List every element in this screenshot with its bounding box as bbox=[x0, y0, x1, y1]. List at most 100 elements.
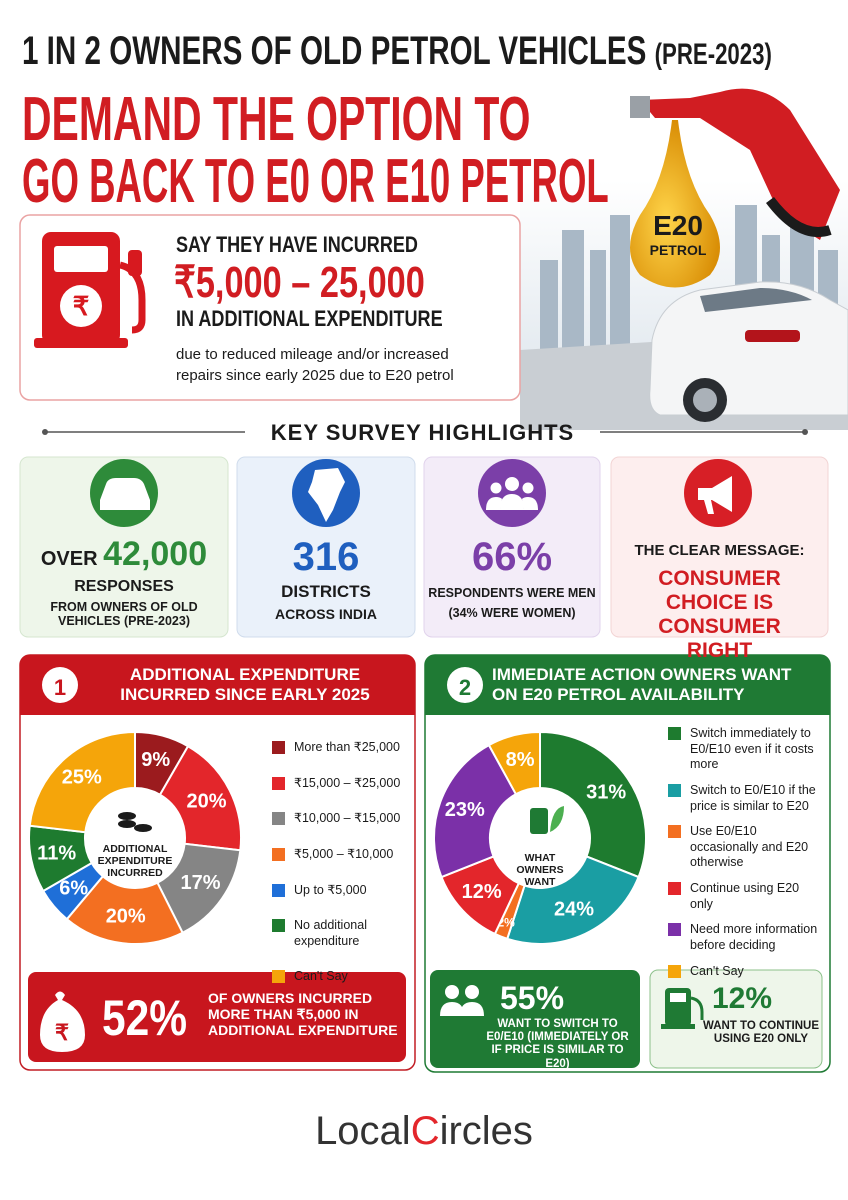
brand-logo: LocalCircles bbox=[0, 1108, 848, 1154]
center-label: WHAT OWNERS WANT bbox=[516, 852, 564, 889]
brand-b: Circles bbox=[410, 1109, 533, 1153]
legend-swatch bbox=[668, 825, 681, 839]
panel-title: ADDITIONAL EXPENDITURE INCURRED SINCE EA… bbox=[120, 665, 370, 704]
legend-swatch bbox=[668, 783, 681, 797]
card-note: FROM OWNERS OF OLD VEHICLES (PRE-2023) bbox=[50, 600, 198, 629]
card-note: ACROSS INDIA bbox=[275, 606, 377, 622]
legend-item: ₹5,000 – ₹10,000 bbox=[272, 847, 412, 863]
legend-item: ₹15,000 – ₹25,000 bbox=[272, 776, 412, 792]
legend-label: Use E0/E10 occasionally and E20 otherwis… bbox=[690, 824, 809, 870]
legend-item: Continue using E20 only bbox=[668, 881, 818, 912]
charts: 9%20%17%20%6%11%25%31%24%2%12%23%8% bbox=[28, 730, 647, 945]
expense-lead: SAY THEY HAVE INCURRED bbox=[176, 232, 418, 257]
summary-figure: 52% bbox=[102, 990, 188, 1046]
legend-label: Need more information before deciding bbox=[690, 922, 818, 952]
rupee-symbol: ₹ bbox=[55, 1020, 69, 1045]
slice-label: 24% bbox=[554, 899, 594, 921]
headline: GO BACK TO E0 OR E10 PETROL bbox=[22, 147, 609, 216]
legend: More than ₹25,000 ₹15,000 – ₹25,000 ₹10,00… bbox=[272, 740, 412, 985]
section-title: KEY SURVEY HIGHLIGHTS bbox=[270, 420, 575, 445]
legend-swatch bbox=[272, 812, 285, 826]
car bbox=[649, 281, 848, 422]
legend-item: Use E0/E10 occasionally and E20 otherwis… bbox=[668, 824, 818, 871]
legend-swatch bbox=[272, 883, 285, 897]
summary-box bbox=[649, 969, 823, 1069]
slice-label: 8% bbox=[506, 749, 535, 771]
card bbox=[610, 456, 829, 638]
slice-label: 23% bbox=[445, 799, 485, 821]
expense-amount: ₹5,000 – 25,000 bbox=[174, 258, 425, 307]
legend-item: Switch to E0/E10 if the price is similar… bbox=[668, 783, 818, 814]
legend-label: Switch to E0/E10 if the price is similar… bbox=[690, 782, 816, 813]
headline: DEMAND THE OPTION TO bbox=[22, 85, 531, 154]
legend-label: Switch immediately to E0/E10 even if it … bbox=[690, 726, 814, 772]
donut-slice bbox=[65, 874, 184, 945]
panel-header bbox=[425, 655, 830, 715]
card-prefix: OVER bbox=[40, 548, 98, 570]
donut-slice bbox=[158, 744, 242, 852]
summary-box bbox=[28, 972, 406, 1062]
divider-dot bbox=[42, 429, 48, 435]
badge-line2: PETROL bbox=[649, 242, 707, 258]
coin-icon bbox=[118, 812, 136, 820]
card-label: DISTRICTS bbox=[281, 582, 371, 601]
legend-swatch bbox=[668, 923, 681, 937]
people-icon bbox=[486, 477, 538, 510]
legend: Switch immediately to E0/E10 even if it … bbox=[668, 726, 818, 979]
summary-figure: 12% bbox=[712, 982, 773, 1015]
legend-label: Up to ₹5,000 bbox=[294, 882, 367, 897]
badge-line1: E20 bbox=[653, 210, 703, 241]
pump-screen bbox=[670, 993, 686, 1002]
people-icon bbox=[440, 985, 484, 1016]
legend-swatch bbox=[272, 919, 285, 933]
slice-label: 20% bbox=[106, 906, 146, 928]
legend-label: No additional expenditure bbox=[294, 918, 367, 948]
legend-swatch bbox=[272, 847, 285, 861]
title-main: 1 IN 2 OWNERS OF OLD PETROL VEHICLES bbox=[22, 29, 647, 73]
panel-title: IMMEDIATE ACTION OWNERS WANT ON E20 PETR… bbox=[492, 665, 792, 704]
legend-item: Can't Say bbox=[272, 969, 412, 985]
legend-label: Continue using E20 only bbox=[690, 881, 800, 911]
card-figure-row: OVER 42,000 bbox=[20, 535, 228, 574]
money-bag-icon bbox=[40, 991, 85, 1052]
legend-swatch bbox=[668, 727, 681, 740]
donut-slice bbox=[433, 743, 518, 879]
slice-label: 11% bbox=[37, 842, 76, 864]
summary-box bbox=[430, 970, 640, 1068]
fuel-drop bbox=[630, 120, 720, 288]
slice-label: 12% bbox=[462, 881, 502, 903]
expense-tail: IN ADDITIONAL EXPENDITURE bbox=[176, 306, 443, 331]
card bbox=[19, 456, 229, 638]
legend-item: Switch immediately to E0/E10 even if it … bbox=[668, 726, 818, 773]
pump-icon bbox=[34, 232, 146, 348]
legend-item: ₹10,000 – ₹15,000 bbox=[272, 811, 412, 827]
legend-item: No additional expenditure bbox=[272, 918, 412, 949]
donut-slice bbox=[487, 730, 541, 796]
card bbox=[423, 456, 601, 638]
legend-label: Can't Say bbox=[294, 969, 348, 984]
number-circle bbox=[447, 667, 483, 703]
expense-note: due to reduced mileage and/or increased … bbox=[176, 346, 454, 384]
legend-item: Need more information before deciding bbox=[668, 922, 818, 953]
card-note: (34% WERE WOMEN) bbox=[448, 606, 576, 620]
fuel-nozzle bbox=[630, 88, 840, 240]
donut-slice bbox=[28, 730, 136, 834]
card-message: CONSUMER CHOICE IS CONSUMER RIGHT bbox=[658, 567, 781, 663]
summary-text: WANT TO CONTINUE USING E20 ONLY bbox=[702, 1020, 820, 1046]
legend-item: Up to ₹5,000 bbox=[272, 883, 412, 899]
donut-slice bbox=[539, 730, 647, 879]
card-figure: 66% bbox=[471, 535, 553, 579]
panel-number: 2 bbox=[458, 675, 472, 700]
legend-label: Can't Say bbox=[690, 963, 744, 978]
slice-label: 31% bbox=[586, 781, 626, 803]
legend-swatch bbox=[668, 882, 681, 895]
donut-hole bbox=[86, 789, 184, 887]
panel-number: 1 bbox=[53, 675, 67, 700]
legend-label: More than ₹25,000 bbox=[294, 740, 400, 754]
slice-label: 20% bbox=[186, 790, 226, 812]
car-icon bbox=[100, 478, 150, 510]
coin-icon bbox=[118, 820, 136, 828]
